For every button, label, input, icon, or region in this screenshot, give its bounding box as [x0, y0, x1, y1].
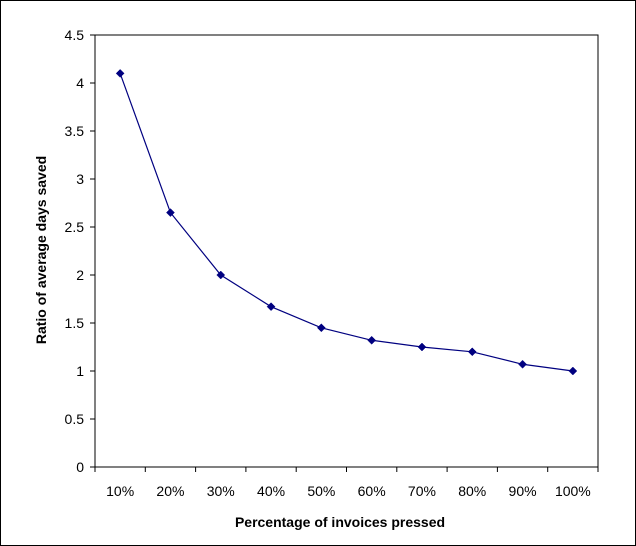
data-point — [166, 208, 175, 217]
x-tick-label: 10% — [106, 483, 134, 499]
y-tick-label: 3.5 — [65, 123, 85, 139]
plot-border — [94, 34, 599, 468]
data-point — [518, 359, 527, 369]
data-point — [467, 347, 477, 357]
y-axis-title: Ratio of average days saved — [33, 156, 49, 344]
y-tick-label: 2.5 — [65, 219, 85, 235]
series-line — [119, 73, 573, 372]
data-point — [568, 366, 578, 376]
y-tick-label: 0.5 — [65, 411, 85, 427]
series-layer — [115, 69, 578, 376]
y-tick-label: 3 — [76, 171, 84, 187]
plot-area — [94, 34, 599, 468]
data-point — [417, 342, 427, 352]
x-tick-label: 50% — [307, 483, 335, 499]
x-tick-label: 30% — [207, 483, 235, 499]
data-point — [115, 69, 125, 78]
y-tick-label: 4 — [76, 75, 84, 91]
data-point — [216, 270, 226, 280]
y-tick-label: 1.5 — [65, 315, 85, 331]
x-tick-label: 40% — [257, 483, 285, 499]
x-tick-label: 80% — [458, 483, 486, 499]
x-axis-title: Percentage of invoices pressed — [235, 514, 445, 530]
x-axis: 10% 20% 30% 40% 50% 60% 70% 80% 90% 100% — [94, 467, 599, 499]
x-tick-label: 20% — [156, 483, 184, 499]
x-tick-label: 70% — [408, 483, 436, 499]
y-tick-label: 0 — [76, 459, 84, 475]
y-tick-label: 1 — [76, 363, 84, 379]
data-point — [266, 302, 276, 312]
x-tick-label: 60% — [358, 483, 386, 499]
y-axis: 0 0.5 1 1.5 2 2.5 3 3.5 4 4.5 — [65, 27, 95, 475]
data-point — [367, 335, 377, 345]
x-tick-label: 100% — [555, 483, 591, 499]
y-tick-label: 4.5 — [65, 27, 85, 43]
data-point — [316, 323, 326, 333]
y-tick-label: 2 — [76, 267, 84, 283]
x-tick-label: 90% — [509, 483, 537, 499]
